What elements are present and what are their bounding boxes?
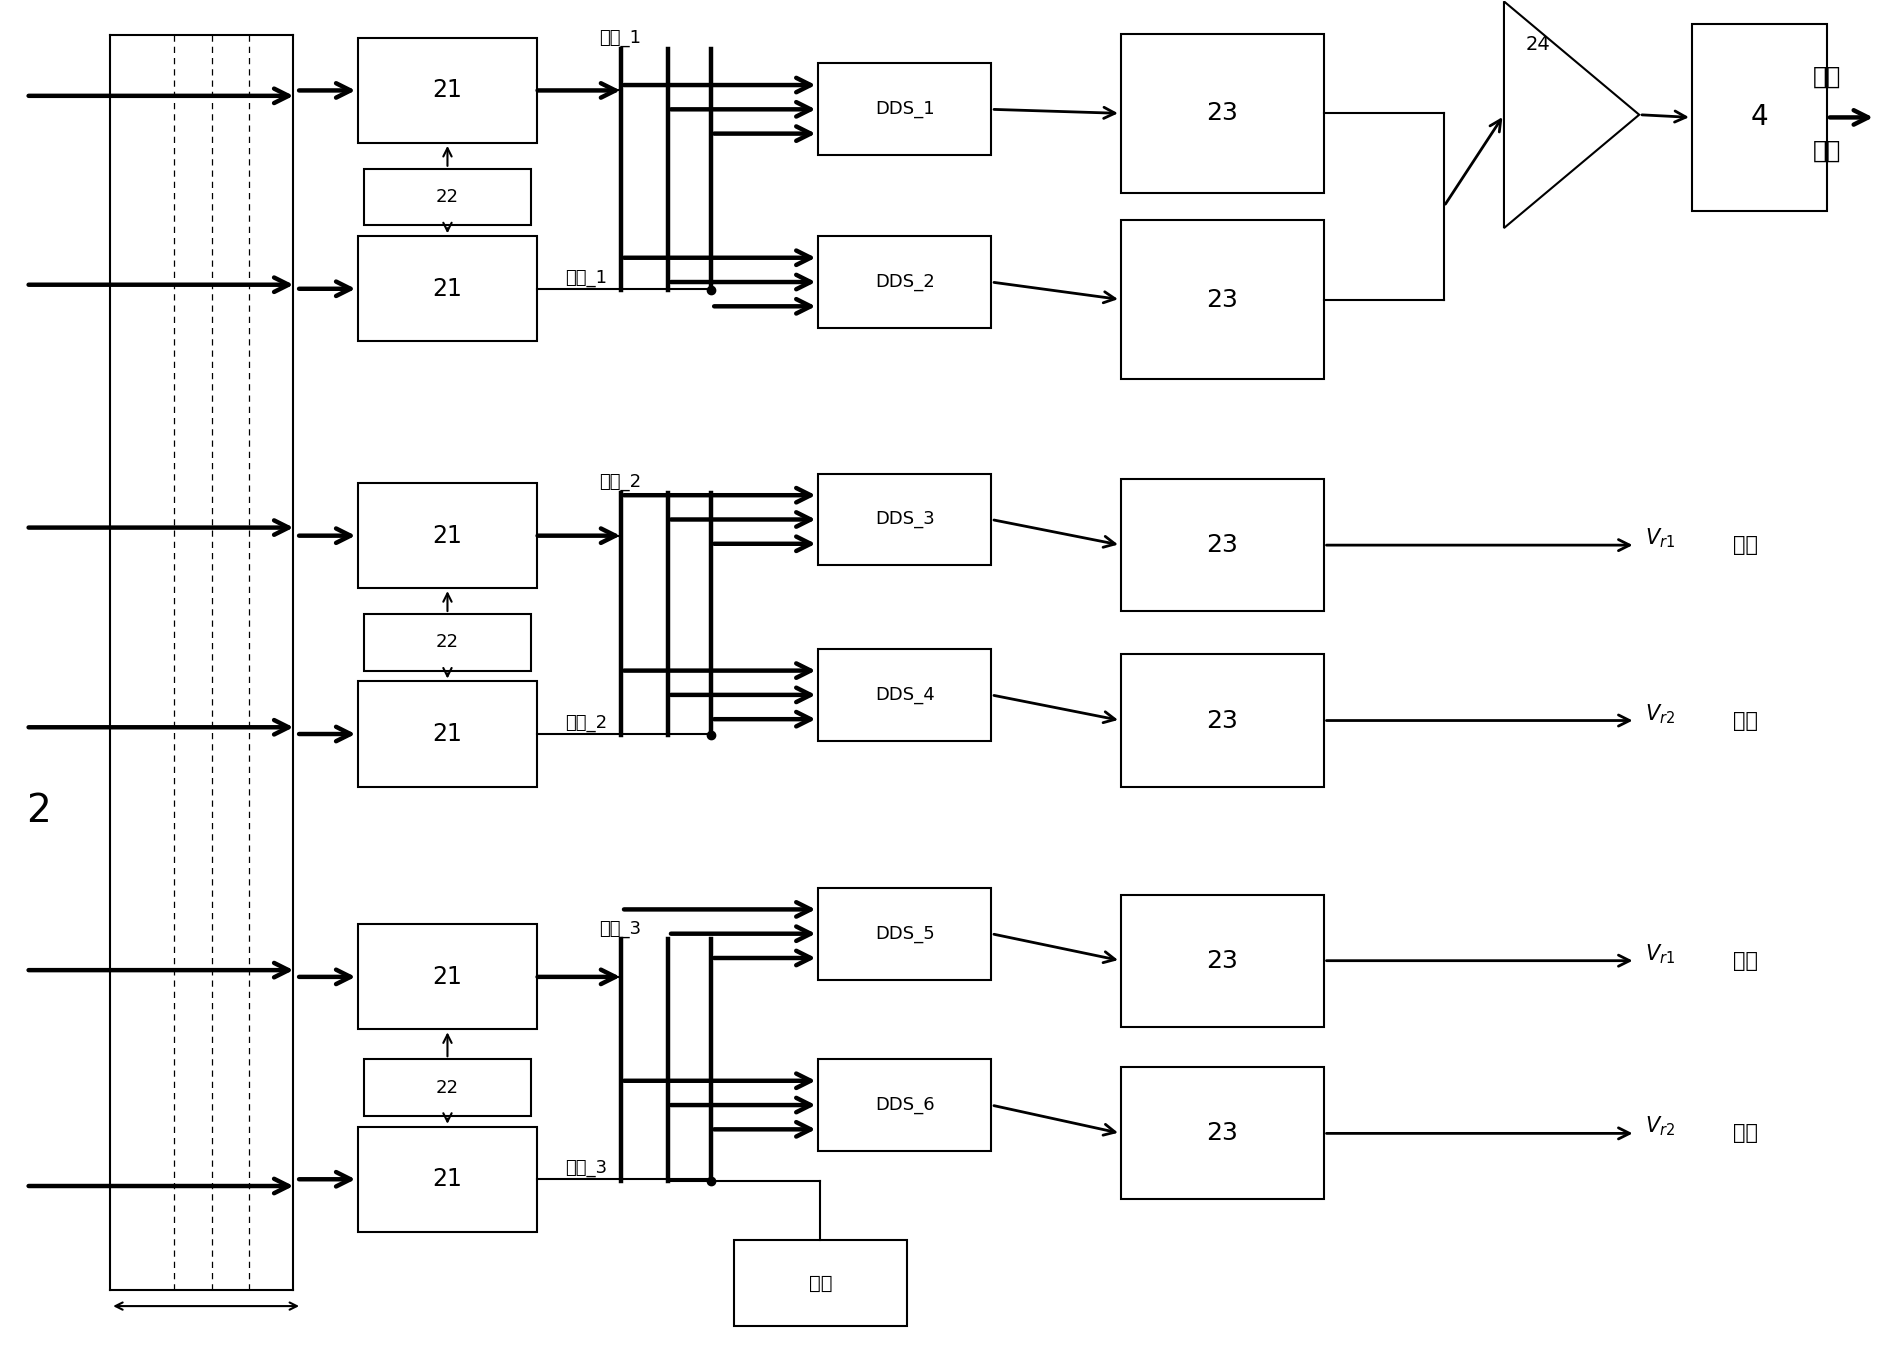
Text: 21: 21 [432, 523, 462, 548]
Text: 数据_2: 数据_2 [598, 473, 641, 491]
Text: $V_{r2}$: $V_{r2}$ [1643, 1115, 1673, 1138]
Bar [1690, 24, 1825, 211]
Bar [1120, 654, 1324, 787]
Text: $V_{r2}$: $V_{r2}$ [1643, 702, 1673, 726]
Text: 数据_3: 数据_3 [598, 919, 641, 938]
Text: 电流: 电流 [1812, 139, 1841, 164]
Text: DDS_2: DDS_2 [874, 273, 934, 291]
Text: 晶振: 晶振 [808, 1274, 831, 1293]
Bar [363, 169, 530, 226]
Text: 4: 4 [1750, 103, 1767, 131]
Text: 21: 21 [432, 722, 462, 746]
Bar [1120, 34, 1324, 193]
Bar [818, 64, 991, 155]
Text: 24: 24 [1525, 35, 1549, 54]
Bar [733, 1240, 906, 1326]
Bar [357, 237, 536, 342]
Text: 23: 23 [1205, 949, 1237, 972]
Bar [1120, 895, 1324, 1026]
Text: 23: 23 [1205, 533, 1237, 557]
Text: $V_{r1}$: $V_{r1}$ [1643, 942, 1673, 965]
Text: $V_{r1}$: $V_{r1}$ [1643, 526, 1673, 550]
Bar [1120, 479, 1324, 611]
Text: 2: 2 [26, 792, 51, 830]
Bar [357, 681, 536, 787]
Polygon shape [1504, 1, 1637, 228]
Text: 21: 21 [432, 78, 462, 103]
Text: 21: 21 [432, 277, 462, 300]
Text: 混频: 混频 [1812, 65, 1841, 89]
Bar [357, 483, 536, 588]
Bar [357, 38, 536, 143]
Bar [818, 473, 991, 565]
Text: 22: 22 [436, 188, 459, 206]
Bar [363, 1059, 530, 1115]
Text: 低频: 低频 [1731, 711, 1758, 730]
Bar [363, 614, 530, 671]
Bar [357, 1126, 536, 1232]
Bar [818, 1059, 991, 1151]
Text: 控制_3: 控制_3 [564, 1160, 607, 1178]
Text: DDS_5: DDS_5 [874, 925, 934, 942]
Text: 21: 21 [432, 965, 462, 988]
Text: 21: 21 [432, 1167, 462, 1191]
Bar [1120, 220, 1324, 379]
Bar [818, 237, 991, 329]
Text: 23: 23 [1205, 288, 1237, 311]
Text: 控制_1: 控制_1 [564, 269, 607, 287]
Text: 22: 22 [436, 1079, 459, 1096]
Text: DDS_6: DDS_6 [874, 1096, 934, 1114]
Bar [818, 649, 991, 741]
Text: 23: 23 [1205, 101, 1237, 126]
Text: 数据_1: 数据_1 [598, 30, 641, 47]
Text: DDS_1: DDS_1 [874, 100, 934, 119]
Text: 高频: 高频 [1731, 1124, 1758, 1144]
Text: 22: 22 [436, 633, 459, 652]
Bar [1120, 1067, 1324, 1199]
Text: 23: 23 [1205, 1121, 1237, 1145]
Bar [357, 925, 536, 1029]
Text: 控制_2: 控制_2 [564, 714, 607, 733]
Text: 低频: 低频 [1731, 535, 1758, 556]
Text: DDS_4: DDS_4 [874, 685, 934, 704]
Text: DDS_3: DDS_3 [874, 511, 934, 529]
Text: 高频: 高频 [1731, 950, 1758, 971]
Text: 23: 23 [1205, 708, 1237, 733]
Bar [818, 888, 991, 980]
